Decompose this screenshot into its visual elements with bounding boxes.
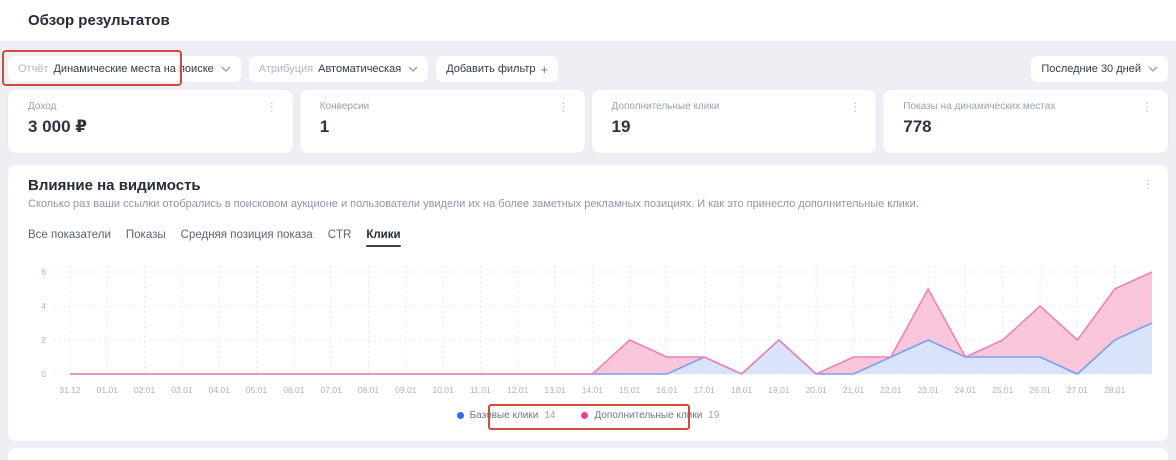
chevron-down-icon — [221, 63, 231, 75]
kebab-menu-icon[interactable]: ⋮ — [557, 100, 570, 114]
clicks-area-chart[interactable]: 0 2 4 6 31.12 01.01 02.01 03.01 04.01 05.01 06.01 0… — [20, 260, 1156, 406]
svg-text:6: 6 — [41, 267, 46, 277]
section-description: Сколько раз ваши ссылки отобрались в пои… — [28, 198, 919, 210]
svg-text:25.01: 25.01 — [992, 385, 1014, 395]
svg-text:16.01: 16.01 — [656, 385, 678, 395]
metric-card-dynamic-impressions: Показы на динамических местах 778 ⋮ — [883, 90, 1168, 153]
tab-all-metrics[interactable]: Все показатели — [28, 229, 111, 241]
metric-card-revenue: Доход 3 000 ₽ ⋮ — [8, 90, 293, 153]
metric-card-additional-clicks: Дополнительные клики 19 ⋮ — [591, 90, 877, 153]
svg-text:23.01: 23.01 — [917, 385, 939, 395]
top-header-band: Обзор результатов — [0, 0, 1176, 41]
metric-value: 3 000 ₽ — [28, 117, 88, 136]
next-section-card-edge — [8, 448, 1168, 460]
metric-value: 19 — [611, 117, 631, 136]
svg-text:12.01: 12.01 — [507, 385, 529, 395]
svg-text:4: 4 — [41, 301, 46, 311]
svg-text:19.01: 19.01 — [768, 385, 790, 395]
svg-text:09.01: 09.01 — [395, 385, 417, 395]
kebab-menu-icon[interactable]: ⋮ — [265, 100, 278, 114]
svg-text:01.01: 01.01 — [97, 385, 119, 395]
svg-text:21.01: 21.01 — [843, 385, 865, 395]
visibility-impact-card: Влияние на видимость Сколько раз ваши сс… — [8, 165, 1168, 441]
svg-text:05.01: 05.01 — [246, 385, 268, 395]
tab-impressions[interactable]: Показы — [125, 229, 166, 241]
svg-text:08.01: 08.01 — [358, 385, 380, 395]
date-range-select[interactable]: Последние 30 дней — [1031, 56, 1168, 82]
svg-text:28.01: 28.01 — [1104, 385, 1126, 395]
svg-text:10.01: 10.01 — [432, 385, 454, 395]
report-select-value: Динамические места на поиске — [53, 63, 214, 75]
tab-avg-position[interactable]: Средняя позиция показа — [180, 229, 313, 241]
tab-clicks[interactable]: Клики — [366, 229, 401, 247]
svg-text:27.01: 27.01 — [1067, 385, 1089, 395]
report-select-label: Отчёт — [18, 63, 49, 75]
svg-text:15.01: 15.01 — [619, 385, 641, 395]
svg-text:03.01: 03.01 — [171, 385, 193, 395]
svg-text:06.01: 06.01 — [283, 385, 305, 395]
svg-text:11.01: 11.01 — [470, 385, 491, 395]
legend-label: Дополнительные клики — [594, 410, 703, 421]
metric-label: Доход — [28, 101, 57, 112]
metric-value: 1 — [319, 117, 330, 136]
plus-icon: + — [540, 61, 549, 77]
metric-value: 778 — [903, 117, 932, 136]
visibility-chart-svg: 0 2 4 6 31.12 01.01 02.01 03.01 04.01 05.01 06.01 0… — [41, 266, 1153, 395]
svg-text:14.01: 14.01 — [582, 385, 604, 395]
kebab-menu-icon[interactable]: ⋮ — [1142, 177, 1154, 191]
legend-value: 19 — [708, 410, 720, 421]
svg-text:07.01: 07.01 — [321, 385, 343, 395]
metric-card-conversions: Конверсии 1 ⋮ — [299, 90, 585, 153]
kebab-menu-icon[interactable]: ⋮ — [1141, 100, 1153, 114]
svg-text:0: 0 — [41, 369, 46, 379]
legend-dot-blue — [456, 412, 464, 419]
legend-label: Базовые клики — [469, 410, 539, 421]
svg-text:20.01: 20.01 — [806, 385, 828, 395]
svg-text:13.01: 13.01 — [544, 385, 566, 395]
metric-label: Конверсии — [319, 101, 370, 112]
svg-text:31.12: 31.12 — [59, 385, 81, 395]
legend-item-base-clicks[interactable]: Базовые клики 14 — [456, 410, 556, 421]
svg-text:2: 2 — [41, 335, 46, 345]
metric-tabs: Все показатели Показы Средняя позиция по… — [28, 229, 401, 247]
add-filter-button[interactable]: Добавить фильтр + — [436, 56, 559, 82]
chevron-down-icon — [1148, 63, 1158, 75]
svg-text:24.01: 24.01 — [955, 385, 977, 395]
svg-text:04.01: 04.01 — [209, 385, 231, 395]
svg-text:22.01: 22.01 — [880, 385, 902, 395]
legend-value: 14 — [544, 410, 556, 421]
svg-text:26.01: 26.01 — [1029, 385, 1051, 395]
add-filter-label: Добавить фильтр — [446, 63, 536, 75]
legend-dot-pink — [581, 412, 589, 419]
legend-item-additional-clicks[interactable]: Дополнительные клики 19 — [581, 410, 719, 421]
attribution-select-label: Атрибуция — [258, 63, 314, 75]
svg-text:18.01: 18.01 — [731, 385, 753, 395]
page-title: Обзор результатов — [28, 12, 170, 29]
chevron-down-icon — [408, 63, 418, 75]
report-select[interactable]: Отчёт Динамические места на поиске — [8, 56, 241, 82]
filter-toolbar: Отчёт Динамические места на поиске Атриб… — [8, 56, 1168, 82]
svg-text:02.01: 02.01 — [134, 385, 156, 395]
metric-label: Дополнительные клики — [611, 101, 720, 112]
metric-label: Показы на динамических местах — [903, 101, 1056, 112]
svg-text:17.01: 17.01 — [694, 385, 716, 395]
attribution-select[interactable]: Атрибуция Автоматическая — [248, 56, 429, 82]
attribution-select-value: Автоматическая — [318, 63, 402, 75]
metric-cards-row: Доход 3 000 ₽ ⋮ Конверсии 1 ⋮ Дополнител… — [8, 90, 1168, 153]
kebab-menu-icon[interactable]: ⋮ — [849, 100, 862, 114]
chart-legend: Базовые клики 14 Дополнительные клики 19 — [8, 410, 1168, 421]
section-title: Влияние на видимость — [28, 177, 201, 194]
date-range-value: Последние 30 дней — [1041, 63, 1141, 75]
tab-ctr[interactable]: CTR — [327, 229, 352, 241]
